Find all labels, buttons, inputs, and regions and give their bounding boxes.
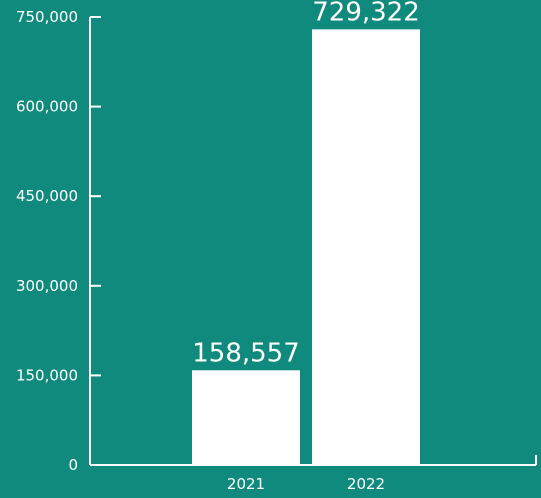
- x-tick-label-2021: 2021: [227, 475, 265, 493]
- bar-2021: [192, 370, 300, 465]
- y-tick-label: 300,000: [16, 277, 78, 295]
- bar-2022: [312, 29, 420, 466]
- chart-labels: 0 150,000 300,000 450,000 600,000 750,000 158,…: [16, 0, 420, 493]
- y-tick-label: 750,000: [16, 8, 78, 26]
- y-tick-label: 600,000: [16, 98, 78, 116]
- x-tick-label-2022: 2022: [347, 475, 385, 493]
- y-tick-label: 450,000: [16, 187, 78, 205]
- data-label-2021: 158,557: [192, 338, 300, 368]
- y-tick-label: 0: [68, 456, 78, 474]
- data-label-2022: 729,322: [312, 0, 420, 27]
- chart-bars: [192, 29, 420, 466]
- y-tick-label: 150,000: [16, 366, 78, 384]
